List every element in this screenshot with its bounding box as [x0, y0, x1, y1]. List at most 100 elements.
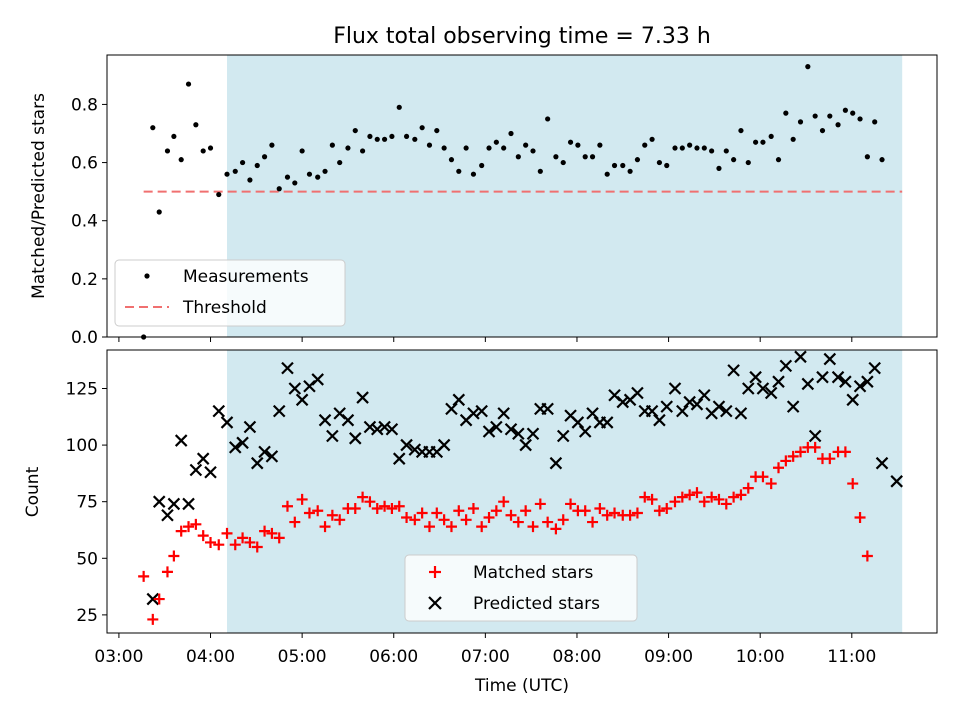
- matched-star-point: [765, 478, 777, 490]
- matched-star-point: [587, 516, 599, 528]
- matched-star-point: [423, 521, 435, 533]
- predicted-star-point: [504, 422, 518, 436]
- matched-star-point: [213, 539, 225, 551]
- predicted-star-point: [452, 393, 466, 407]
- matched-star-point: [416, 507, 428, 519]
- matched-stars-points: [138, 441, 873, 625]
- predicted-star-point: [756, 382, 770, 395]
- matched-star-point: [653, 505, 665, 517]
- predicted-star-point: [408, 443, 422, 456]
- chart-title: Flux total observing time = 7.33 h: [333, 24, 711, 49]
- measurement-point: [567, 139, 574, 145]
- top-ylabel: Matched/Predicted stars: [29, 93, 49, 299]
- measurement-point: [850, 110, 856, 116]
- matched-star-point: [153, 593, 165, 605]
- matched-star-point: [266, 527, 278, 539]
- predicted-star-point: [519, 438, 532, 452]
- predicted-star-point: [392, 452, 406, 465]
- x-tick-label: 10:00: [736, 647, 785, 667]
- x-tick-label: 06:00: [369, 647, 418, 667]
- predicted-star-point: [220, 416, 234, 429]
- predicted-star-point: [196, 452, 210, 465]
- measurement-point: [634, 157, 641, 163]
- matched-star-point: [787, 450, 799, 462]
- bottom-legend-box: [404, 554, 638, 622]
- measurement-point: [269, 142, 275, 148]
- predicted-star-point: [571, 416, 585, 429]
- measurement-point: [345, 145, 351, 151]
- predicted-star-point: [378, 420, 391, 434]
- measurement-point: [731, 157, 737, 163]
- measurement-point: [299, 148, 305, 154]
- predicted-star-point: [839, 375, 852, 388]
- predicted-star-point: [631, 386, 644, 400]
- bottom-y-tick-label: 25: [76, 606, 98, 626]
- bottom-frame: [106, 349, 938, 634]
- matched-star-point: [735, 489, 747, 501]
- measurement-point: [709, 148, 715, 154]
- predicted-star-point: [600, 416, 614, 429]
- predicted-star-point: [167, 497, 181, 511]
- measurement-point: [224, 171, 230, 177]
- matched-star-point: [631, 507, 643, 519]
- measurement-point: [745, 159, 751, 166]
- top-y-tick-label: 0.8: [71, 95, 98, 115]
- matched-star-point: [824, 453, 836, 465]
- predicted-star-point: [250, 456, 264, 470]
- predicted-star-point: [749, 370, 762, 384]
- x-axis-label: Time (UTC): [474, 676, 569, 696]
- predicted-star-point: [875, 456, 889, 470]
- matched-star-point: [409, 514, 421, 526]
- legend-measurements-label: Measurements: [183, 267, 309, 287]
- matched-star-point: [357, 491, 369, 503]
- predicted-star-point: [853, 379, 867, 393]
- measurement-point: [835, 122, 841, 128]
- matched-star-point: [334, 514, 346, 526]
- matched-star-point: [498, 496, 510, 508]
- measurement-point: [337, 159, 343, 166]
- measurement-point: [232, 168, 238, 174]
- predicted-star-point: [265, 450, 279, 463]
- predicted-star-point: [556, 429, 570, 443]
- matched-star-point: [273, 532, 285, 544]
- matched-star-point: [847, 478, 859, 490]
- matched-star-point: [534, 498, 546, 510]
- matched-star-point: [720, 498, 732, 510]
- measurement-point: [872, 119, 878, 125]
- matched-star-point: [550, 523, 562, 535]
- predicted-star-point: [861, 375, 874, 388]
- measurement-point: [315, 174, 321, 180]
- measurement-point: [261, 154, 268, 160]
- measurement-point: [679, 145, 685, 151]
- predicted-star-point: [311, 373, 324, 386]
- matched-star-point: [476, 521, 488, 533]
- measurement-point: [171, 133, 177, 140]
- predicted-star-point: [676, 404, 689, 418]
- measurement-point: [352, 127, 358, 134]
- bottom-y-tick-label: 50: [76, 549, 98, 569]
- measurement-point: [620, 162, 626, 169]
- matched-star-point: [431, 507, 443, 519]
- predicted-star-point: [356, 391, 369, 404]
- bottom-y-tick-label: 75: [76, 493, 98, 513]
- matched-star-point: [505, 509, 517, 521]
- predicted-stars-points: [146, 350, 903, 606]
- predicted-star-point: [764, 386, 778, 400]
- legend-matched-marker: [429, 566, 441, 578]
- predicted-star-point: [831, 370, 845, 384]
- matched-star-point: [557, 514, 569, 526]
- measurement-point: [768, 133, 774, 140]
- x-tick-label: 04:00: [186, 647, 235, 667]
- matched-star-point: [713, 493, 725, 505]
- matched-star-point: [349, 502, 361, 514]
- predicted-star-point: [794, 350, 807, 364]
- matched-star-point: [794, 446, 806, 458]
- matched-star-point: [483, 512, 495, 524]
- matched-star-point: [175, 525, 187, 537]
- predicted-star-point: [295, 393, 309, 407]
- predicted-star-point: [712, 400, 726, 413]
- measurement-point: [701, 145, 707, 151]
- matched-star-point: [401, 512, 413, 524]
- matched-star-point: [161, 566, 173, 578]
- predicted-star-point: [445, 402, 458, 416]
